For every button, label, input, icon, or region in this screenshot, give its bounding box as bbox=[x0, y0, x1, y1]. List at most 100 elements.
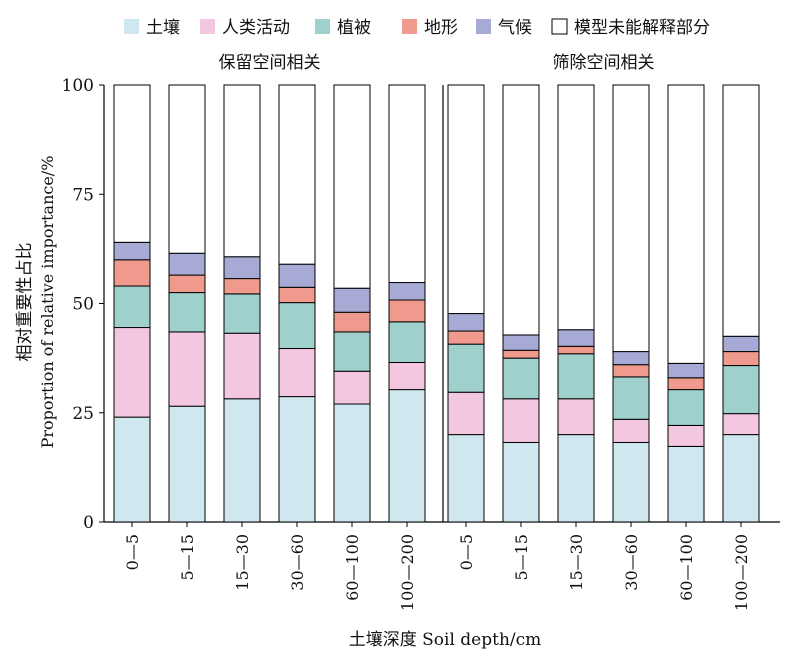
bar-segment bbox=[612, 351, 650, 366]
panel-title: 保留空间相关 bbox=[219, 53, 321, 73]
bar-segment bbox=[113, 285, 151, 329]
bar-segment bbox=[722, 434, 760, 523]
bar-segment bbox=[223, 398, 261, 523]
x-tick-label: 30—60 bbox=[622, 534, 641, 591]
x-tick-labels: 0—5 5—15 15—30 30—60 60—100 100—200 0—5 5—15 15—… bbox=[123, 522, 751, 611]
bar-segment bbox=[388, 282, 426, 301]
bar-segment bbox=[612, 376, 650, 420]
bar-segment bbox=[667, 445, 705, 523]
bar-segment bbox=[113, 327, 151, 418]
bar-segment bbox=[557, 353, 595, 400]
legend-label: 土壤 bbox=[146, 17, 180, 38]
bar-segment bbox=[667, 84, 705, 364]
bar-segment bbox=[278, 348, 316, 398]
legend-swatch bbox=[551, 18, 568, 35]
bar-segment bbox=[333, 403, 371, 523]
y-tick-label: 50 bbox=[72, 295, 94, 315]
x-tick-label: 30—60 bbox=[288, 534, 307, 591]
bar-segment bbox=[168, 292, 206, 333]
legend-swatch bbox=[402, 19, 417, 34]
bar-segment bbox=[278, 302, 316, 350]
bar-segment bbox=[722, 84, 760, 337]
legend-label: 人类活动 bbox=[222, 18, 290, 38]
bar-segment bbox=[223, 256, 261, 280]
bar-segment bbox=[278, 263, 316, 288]
bar-segment bbox=[667, 389, 705, 426]
legend: 土壤 人类活动 植被 地形 气候 模型未能解释部分 bbox=[124, 17, 710, 38]
bar-segment bbox=[278, 396, 316, 523]
bar-segment bbox=[447, 84, 485, 315]
x-tick-label: 100—200 bbox=[398, 534, 417, 611]
x-tick-label: 15—30 bbox=[567, 534, 586, 591]
bar-segment bbox=[113, 84, 151, 243]
bar-segment bbox=[333, 84, 371, 289]
bar-segment bbox=[333, 370, 371, 405]
bar-segment bbox=[667, 377, 705, 391]
legend-swatch bbox=[200, 19, 215, 34]
bar-segment bbox=[388, 389, 426, 523]
bar-segment bbox=[612, 441, 650, 523]
bar-segment bbox=[223, 293, 261, 334]
bar-segment bbox=[113, 416, 151, 523]
bar-segment bbox=[388, 361, 426, 391]
bar-segment bbox=[447, 330, 485, 345]
bar-segment bbox=[278, 84, 316, 265]
x-tick-label: 60—100 bbox=[677, 534, 696, 601]
bar-segment bbox=[557, 329, 595, 347]
legend-swatch bbox=[124, 19, 139, 34]
bar-segment bbox=[168, 252, 206, 276]
bar-segment bbox=[502, 441, 540, 523]
bar-segment bbox=[333, 331, 371, 372]
bar-segment bbox=[502, 398, 540, 443]
legend-label: 模型未能解释部分 bbox=[574, 18, 710, 38]
bar-segment bbox=[168, 405, 206, 523]
x-axis-label: 土壤深度 Soil depth/cm bbox=[349, 629, 542, 650]
y-axis-label-en: Proportion of relative importance/% bbox=[38, 156, 57, 449]
legend-swatch bbox=[476, 19, 491, 34]
bar-segment bbox=[333, 311, 371, 333]
panel-titles: 保留空间相关 筛除空间相关 bbox=[219, 53, 655, 73]
bar-segment bbox=[667, 362, 705, 379]
legend-swatch bbox=[315, 19, 330, 34]
bar-segment bbox=[388, 84, 426, 284]
y-axis-label-cn: 相对重要性占比 bbox=[15, 243, 35, 362]
axes: 0 25 50 75 100 bbox=[62, 76, 780, 533]
x-tick-label: 60—100 bbox=[343, 534, 362, 601]
legend-label: 气候 bbox=[498, 18, 532, 38]
bar-segment bbox=[502, 349, 540, 359]
x-tick-label: 5—15 bbox=[178, 534, 197, 581]
bar-segment bbox=[113, 241, 151, 261]
bar-segment bbox=[223, 278, 261, 295]
legend-label: 植被 bbox=[337, 18, 371, 38]
x-tick-label: 0—5 bbox=[123, 534, 142, 570]
bar-segment bbox=[333, 287, 371, 313]
bar-segment bbox=[113, 259, 151, 287]
bar-segment bbox=[612, 364, 650, 378]
x-tick-label: 15—30 bbox=[233, 534, 252, 591]
bar-segment bbox=[502, 334, 540, 351]
bar-segment bbox=[722, 335, 760, 353]
panel-title: 筛除空间相关 bbox=[553, 53, 655, 73]
y-tick-label: 75 bbox=[72, 185, 94, 205]
x-tick-label: 0—5 bbox=[457, 534, 476, 570]
bar-segment bbox=[667, 424, 705, 447]
bar-segment bbox=[168, 84, 206, 254]
bar-segment bbox=[557, 434, 595, 523]
bar-segment bbox=[502, 84, 540, 336]
y-tick-label: 0 bbox=[83, 513, 94, 533]
bar-segment bbox=[447, 434, 485, 523]
bar-segment bbox=[168, 331, 206, 407]
bar-segment bbox=[557, 345, 595, 355]
bar-segment bbox=[447, 343, 485, 393]
bars bbox=[113, 84, 760, 523]
bar-segment bbox=[557, 398, 595, 436]
bar-segment bbox=[223, 332, 261, 400]
y-tick-label: 100 bbox=[62, 76, 94, 96]
bar-segment bbox=[278, 286, 316, 304]
bar-segment bbox=[502, 357, 540, 400]
bar-segment bbox=[612, 418, 650, 443]
bar-segment bbox=[447, 313, 485, 332]
bar-segment bbox=[447, 391, 485, 436]
bar-segment bbox=[612, 84, 650, 353]
